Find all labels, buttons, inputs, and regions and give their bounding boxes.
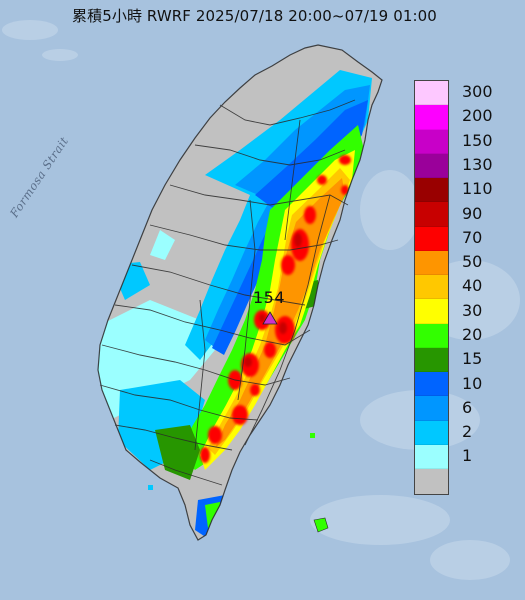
legend-label: 150 bbox=[462, 130, 493, 150]
legend-label: 50 bbox=[462, 252, 483, 272]
legend-swatch bbox=[415, 372, 448, 397]
admin-borders bbox=[97, 44, 383, 541]
legend-swatch bbox=[415, 81, 448, 106]
legend-label: 30 bbox=[462, 300, 483, 320]
legend-swatch bbox=[415, 153, 448, 179]
legend-label: 110 bbox=[462, 179, 493, 199]
map-title: 累積5小時 RWRF 2025/07/18 20:00~07/19 01:00 bbox=[72, 7, 437, 25]
cloud-texture bbox=[2, 20, 520, 580]
legend-label: 10 bbox=[462, 373, 483, 393]
legend-swatch bbox=[415, 420, 448, 445]
max-rainfall-triangle-icon bbox=[262, 311, 278, 325]
legend-swatch bbox=[415, 469, 448, 494]
rainfall-legend bbox=[414, 80, 449, 495]
legend-swatch bbox=[415, 202, 448, 227]
max-rainfall-value: 154 bbox=[253, 288, 286, 307]
legend-swatch bbox=[415, 444, 448, 470]
orchid-island bbox=[313, 517, 329, 533]
legend-label: 300 bbox=[462, 82, 493, 102]
green-island bbox=[310, 433, 315, 438]
islet-small bbox=[148, 485, 153, 490]
legend-label: 6 bbox=[462, 397, 473, 417]
legend-swatch bbox=[415, 396, 448, 421]
legend-swatch bbox=[415, 105, 448, 130]
legend-label: 15 bbox=[462, 349, 483, 369]
legend-swatch bbox=[415, 129, 448, 154]
legend-swatch bbox=[415, 226, 448, 251]
legend-swatch bbox=[415, 323, 448, 348]
legend-swatch bbox=[415, 250, 448, 276]
legend-swatch bbox=[415, 275, 448, 300]
legend-label: 1 bbox=[462, 446, 473, 466]
legend-label: 20 bbox=[462, 324, 483, 344]
legend-label: 70 bbox=[462, 227, 483, 247]
legend-label: 200 bbox=[462, 106, 493, 126]
legend-swatch bbox=[415, 178, 448, 203]
legend-label: 2 bbox=[462, 422, 473, 442]
legend-swatch bbox=[415, 347, 448, 373]
legend-swatch bbox=[415, 299, 448, 324]
legend-label: 90 bbox=[462, 203, 483, 223]
legend-label: 130 bbox=[462, 154, 493, 174]
legend-label: 40 bbox=[462, 276, 483, 296]
